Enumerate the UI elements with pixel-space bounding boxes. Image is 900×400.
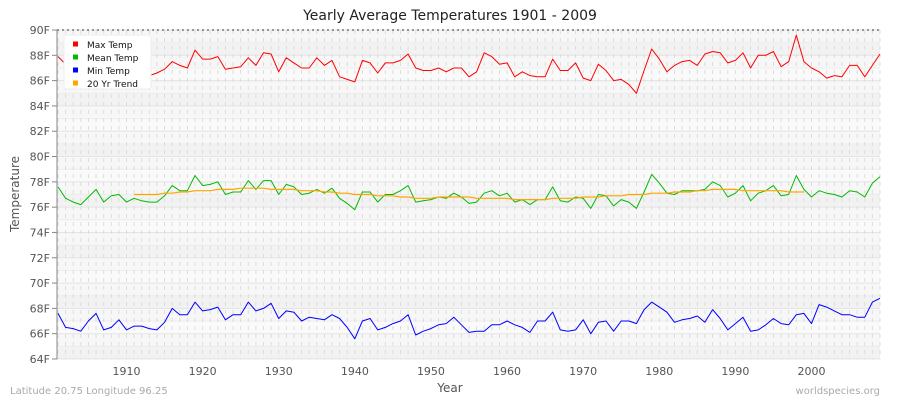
x-tick-label: 1910	[113, 365, 141, 378]
legend-swatch	[73, 54, 78, 60]
legend-label: Max Temp	[87, 41, 133, 51]
legend-box	[63, 34, 152, 90]
y-tick-label: 74F	[30, 226, 50, 239]
x-tick-label: 1950	[417, 365, 445, 378]
y-tick-label: 90F	[30, 24, 50, 37]
y-tick-label: 84F	[30, 100, 50, 113]
legend-label: Mean Temp	[87, 54, 139, 64]
y-axis: 64F 66F 68F 70F 72F 74F 76F 78F 80F 82F 84F 86F 88F 9…	[30, 24, 57, 366]
x-tick-label: 1980	[645, 365, 673, 378]
x-tick-label: 1930	[265, 365, 293, 378]
y-tick-label: 88F	[30, 49, 50, 62]
legend-swatch	[73, 67, 78, 73]
y-axis-label: Temperature	[8, 156, 22, 233]
legend-swatch	[73, 41, 78, 47]
series-line-20-yr-trend	[134, 187, 804, 201]
y-tick-label: 82F	[30, 125, 50, 138]
series-lines	[57, 34, 881, 340]
x-tick-label: 1940	[341, 365, 369, 378]
y-tick-label: 64F	[30, 353, 50, 366]
y-tick-label: 72F	[30, 252, 50, 265]
legend: Max Temp Mean Temp Min Temp 20 Yr Trend	[63, 34, 152, 90]
vertical-gridlines	[56, 29, 881, 359]
x-axis-label: Year	[436, 381, 462, 395]
legend-swatch	[73, 80, 78, 86]
y-tick-label: 86F	[30, 75, 50, 88]
y-tick-label: 80F	[30, 151, 50, 164]
x-axis: 1910 1920 1930 1940 1950 1960 1970 1980 1990 2000	[113, 365, 826, 378]
x-tick-label: 1920	[189, 365, 217, 378]
x-tick-label: 1960	[493, 365, 521, 378]
legend-label: 20 Yr Trend	[87, 80, 138, 90]
x-tick-label: 2000	[798, 365, 826, 378]
series-line-min-temp	[57, 297, 881, 340]
y-tick-label: 68F	[30, 302, 50, 315]
location-caption: Latitude 20.75 Longitude 96.25	[10, 386, 168, 397]
chart-title: Yearly Average Temperatures 1901 - 2009	[302, 8, 597, 24]
legend-label: Min Temp	[87, 67, 130, 77]
y-tick-label: 78F	[30, 176, 50, 189]
x-tick-label: 1970	[569, 365, 597, 378]
x-tick-label: 1990	[721, 365, 749, 378]
y-tick-label: 76F	[30, 201, 50, 214]
series-line-max-temp	[57, 34, 881, 94]
series-line-mean-temp	[57, 173, 881, 211]
source-caption: worldspecies.org	[796, 386, 880, 397]
y-tick-label: 66F	[30, 328, 50, 341]
y-tick-label: 70F	[30, 277, 50, 290]
